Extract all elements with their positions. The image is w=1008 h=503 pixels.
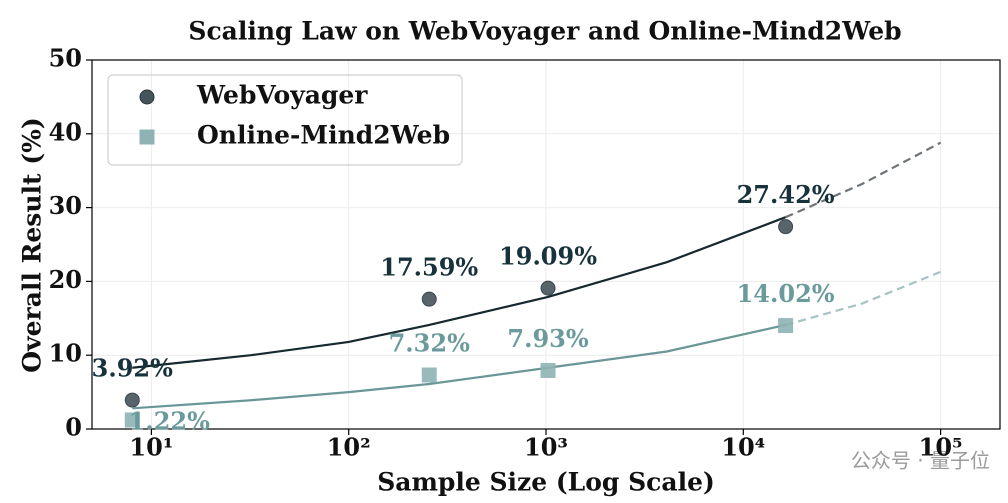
y-tick-label: 0 bbox=[65, 413, 82, 442]
fit-line bbox=[132, 323, 786, 410]
legend-marker bbox=[139, 89, 155, 105]
point bbox=[124, 412, 140, 428]
data-label: 7.93% bbox=[507, 324, 588, 353]
fit-extrapolation bbox=[785, 141, 942, 219]
y-tick-label: 20 bbox=[49, 265, 82, 294]
watermark: 公众号 · 量子位 bbox=[851, 449, 990, 473]
x-tick-label: 10⁴ bbox=[721, 433, 765, 462]
data-label: 3.92% bbox=[92, 354, 173, 383]
point bbox=[778, 318, 794, 334]
plot-frame bbox=[91, 59, 1001, 430]
point bbox=[124, 392, 140, 408]
x-tick-label: 10² bbox=[327, 433, 371, 462]
x-tick-label: 10³ bbox=[524, 433, 568, 462]
data-label: 17.59% bbox=[380, 253, 478, 282]
data-label: 19.09% bbox=[499, 242, 597, 271]
data-label: 7.32% bbox=[389, 328, 470, 357]
legend-label: WebVoyager bbox=[196, 81, 368, 110]
x-axis-label: Sample Size (Log Scale) bbox=[377, 468, 715, 497]
fit-extrapolation bbox=[785, 270, 942, 327]
legend-marker bbox=[139, 129, 155, 145]
point bbox=[421, 367, 437, 383]
point bbox=[421, 291, 437, 307]
data-label: 14.02% bbox=[737, 279, 835, 308]
data-label: 27.42% bbox=[737, 180, 835, 209]
fit-line bbox=[132, 216, 786, 369]
point bbox=[540, 362, 556, 378]
chart-title: Scaling Law on WebVoyager and Online-Min… bbox=[188, 17, 901, 46]
y-tick-label: 10 bbox=[49, 339, 82, 368]
y-tick-label: 40 bbox=[49, 117, 82, 146]
x-tick-label: 10¹ bbox=[129, 433, 173, 462]
y-tick-label: 50 bbox=[49, 44, 82, 73]
data-label: 1.22% bbox=[129, 406, 210, 435]
legend-box bbox=[107, 74, 463, 166]
y-axis-label: Overall Result (%) bbox=[18, 117, 47, 372]
legend-label: Online-Mind2Web bbox=[197, 121, 450, 150]
x-tick-label: 10⁵ bbox=[919, 433, 963, 462]
point bbox=[778, 219, 794, 235]
y-tick-label: 30 bbox=[49, 191, 82, 220]
point bbox=[540, 280, 556, 296]
